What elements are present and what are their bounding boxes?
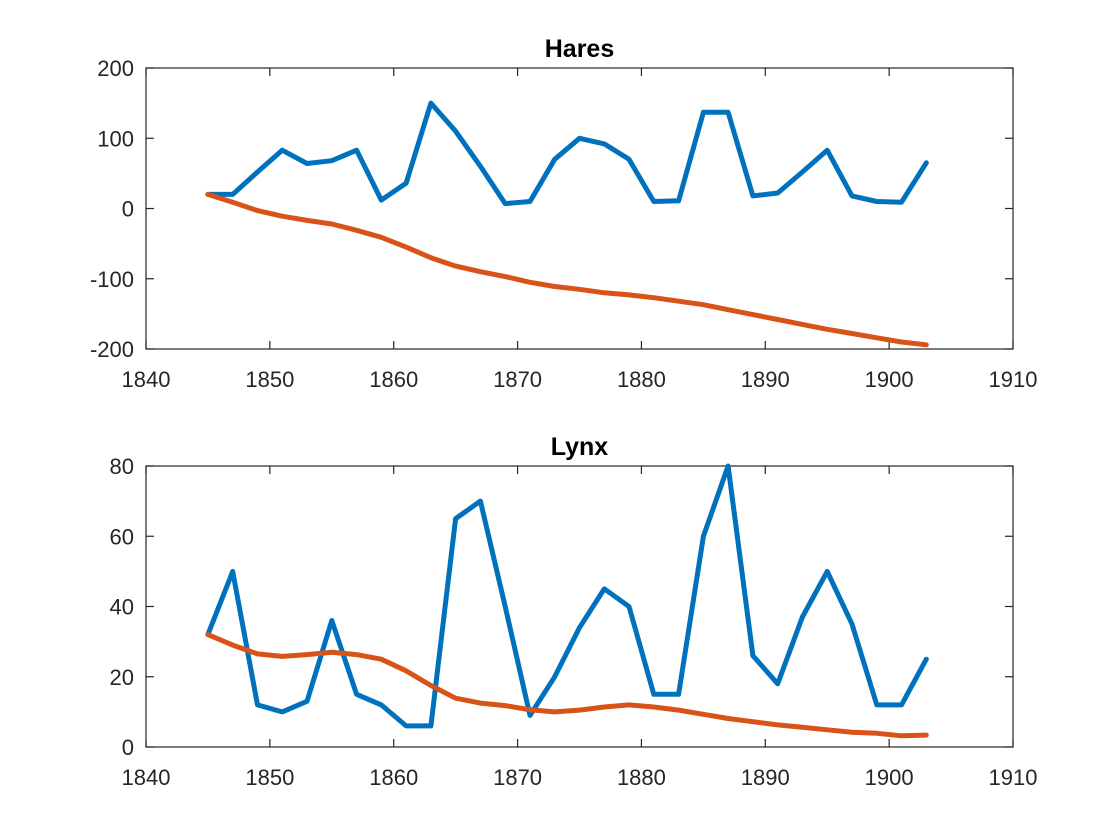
x-tick-label: 1860	[369, 367, 418, 392]
x-tick-label: 1850	[245, 765, 294, 790]
series-line-1	[205, 100, 929, 207]
chart-panel-1: Hares 1840 1850 1860 1870 1880 1890 1900 1910 -20…	[90, 35, 1038, 392]
y-tick-label: 40	[110, 595, 134, 620]
x-tick-label: 1890	[741, 367, 790, 392]
x-tick-label: 1840	[122, 367, 171, 392]
axes-box	[145, 465, 1014, 748]
y-tick-label: -100	[90, 267, 134, 292]
chart-title: Hares	[545, 35, 615, 63]
y-tick-label: 0	[122, 735, 134, 760]
x-tick-label: 1860	[369, 765, 418, 790]
x-tick-label: 1910	[989, 367, 1038, 392]
y-tick-label: 100	[97, 126, 134, 151]
y-tick-label: 200	[97, 56, 134, 81]
x-tick-label: 1870	[493, 367, 542, 392]
x-tick-label: 1840	[122, 765, 171, 790]
y-tick-label: 60	[110, 524, 134, 549]
y-tick-label: 20	[110, 665, 134, 690]
y-tick-label: -200	[90, 337, 134, 362]
x-tick-label: 1910	[989, 765, 1038, 790]
chart-title: Lynx	[551, 433, 609, 461]
series-line-2	[205, 632, 929, 739]
x-tick-label: 1900	[865, 367, 914, 392]
x-tick-label: 1880	[617, 367, 666, 392]
x-tick-label: 1900	[865, 765, 914, 790]
series-line-2	[205, 191, 929, 348]
chart-panel-2: Lynx 1840 1850 1860 1870 1880 1890 1900 1910 0 20 4…	[110, 433, 1038, 790]
y-tick-label: 80	[110, 454, 134, 479]
x-tick-label: 1850	[245, 367, 294, 392]
x-tick-label: 1880	[617, 765, 666, 790]
axes-box	[145, 67, 1014, 350]
x-tick-label: 1870	[493, 765, 542, 790]
series-line-1	[205, 463, 929, 729]
y-tick-label: 0	[122, 197, 134, 222]
x-tick-label: 1890	[741, 765, 790, 790]
